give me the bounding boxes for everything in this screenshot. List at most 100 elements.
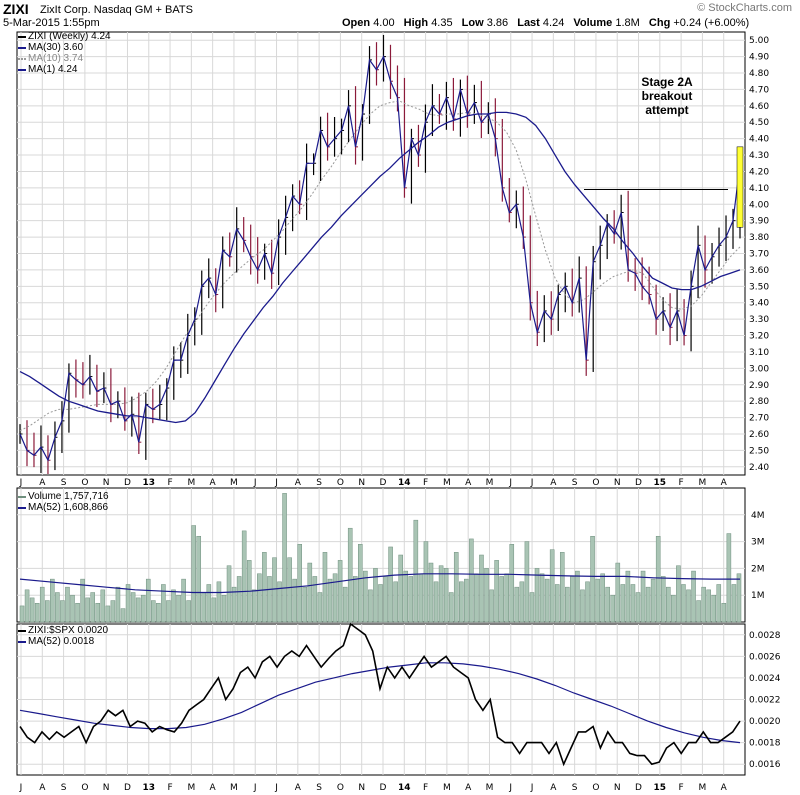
- legend-row-ratio-ma: MA(52) 0.0018: [18, 636, 108, 647]
- y-tick-label-price: 4.20: [749, 167, 769, 177]
- volume-bar: [302, 586, 308, 623]
- x-tick-label: N: [358, 783, 365, 793]
- volume-bar: [398, 554, 403, 623]
- x-tick-label: A: [465, 478, 472, 488]
- y-tick-label-ratio: 0.0024: [749, 674, 781, 684]
- stat-chg-value: +0.24 (+6.00%): [673, 17, 750, 29]
- y-tick-label-price: 4.00: [749, 200, 769, 210]
- y-tick-label-ratio: 0.0026: [749, 652, 781, 662]
- watermark: © StockCharts.com: [697, 2, 792, 14]
- volume-swatch-icon: [18, 495, 26, 498]
- y-tick-label-volume: 4M: [751, 511, 765, 521]
- legend-row-ma10: MA(10) 3.74: [18, 53, 111, 64]
- volume-bar: [196, 535, 202, 623]
- ma1-line: [19, 55, 741, 462]
- volume-bar: [630, 584, 636, 623]
- x-tick-label: 14: [398, 783, 411, 793]
- volume-bar: [635, 592, 641, 623]
- volume-bar: [524, 541, 530, 623]
- x-tick-label: F: [679, 478, 684, 488]
- volume-bar: [140, 594, 146, 623]
- breakout-annotation: Stage 2A breakout attempt: [612, 75, 722, 117]
- y-tick-label-ratio: 0.0018: [749, 739, 781, 749]
- volume-bar: [262, 552, 267, 623]
- x-tick-label: F: [423, 478, 428, 488]
- x-tick-label: S: [316, 783, 322, 793]
- marks-layer: [19, 34, 744, 767]
- x-tick-label: 15: [654, 478, 667, 488]
- volume-bar: [322, 552, 328, 623]
- y-tick-label-ratio: 0.0020: [749, 717, 781, 727]
- x-tick-label: J: [508, 478, 512, 488]
- x-tick-label: O: [81, 783, 88, 793]
- volume-bar: [514, 586, 520, 623]
- volume-bar: [297, 544, 302, 623]
- x-tick-label: S: [316, 478, 322, 488]
- x-tick-label: S: [61, 783, 67, 793]
- volume-bar: [383, 576, 388, 623]
- y-tick-label-ratio: 0.0022: [749, 696, 781, 706]
- x-tick-label: N: [614, 478, 621, 488]
- x-tick-label: O: [81, 478, 88, 488]
- y-tick-label-price: 2.60: [749, 430, 769, 440]
- x-tick-label: S: [61, 478, 67, 488]
- y-tick-label-price: 4.50: [749, 118, 769, 128]
- x-tick-label: 13: [142, 478, 155, 488]
- y-tick-label-price: 3.30: [749, 315, 769, 325]
- ratio-ma-line: [19, 662, 741, 744]
- volume-bar: [666, 586, 671, 623]
- volume-bar: [19, 605, 25, 623]
- volume-bar: [610, 594, 616, 623]
- volume-bar: [585, 581, 590, 623]
- volume-bar: [85, 597, 90, 623]
- volume-bar: [448, 592, 454, 623]
- volume-bar: [252, 589, 257, 623]
- volume-bar: [499, 576, 504, 623]
- volume-bar: [151, 600, 156, 623]
- volume-bar: [282, 493, 287, 623]
- y-tick-label-price: 2.90: [749, 381, 769, 391]
- x-tick-label: M: [443, 478, 451, 488]
- x-tick-label: M: [699, 783, 707, 793]
- x-tick-label: M: [486, 783, 494, 793]
- volume-bar: [161, 584, 166, 623]
- x-tick-label: D: [124, 478, 131, 488]
- chart-date: 5-Mar-2015 1:55pm: [3, 17, 100, 29]
- x-tick-label: J: [274, 783, 278, 793]
- breakout-highlight: [736, 146, 744, 228]
- volume-bar: [453, 552, 459, 623]
- ma10-line: [19, 100, 741, 432]
- x-tick-label: M: [443, 783, 451, 793]
- y-tick-label-price: 3.70: [749, 250, 769, 260]
- x-tick-label: J: [253, 478, 257, 488]
- volume-bar: [176, 594, 181, 623]
- volume-bar: [428, 562, 434, 623]
- x-tick-label: F: [167, 478, 172, 488]
- ratio-swatch-icon: [18, 629, 26, 632]
- volume-bar: [166, 600, 171, 623]
- volume-bar: [580, 589, 585, 623]
- volume-bar: [312, 576, 318, 623]
- legend-row-price: ZIXI (Weekly) 4.24: [18, 31, 111, 42]
- x-tick-label: A: [210, 478, 217, 488]
- x-tick-label: D: [124, 783, 131, 793]
- stat-last-label: Last: [517, 17, 540, 29]
- volume-bar: [469, 538, 474, 623]
- stat-high-value: 4.35: [431, 17, 453, 29]
- annotation-line-3: attempt: [645, 103, 689, 117]
- y-tick-label-ratio: 0.0028: [749, 631, 781, 641]
- volume-bar: [80, 578, 85, 623]
- volume-bar: [342, 586, 348, 623]
- y-tick-label-volume: 1M: [751, 591, 765, 601]
- y-tick-label-price: 3.60: [749, 266, 769, 276]
- x-tick-label: 14: [398, 478, 411, 488]
- volume-bar: [39, 586, 45, 623]
- legend-ratio-ma-label: MA(52) 0.0018: [28, 636, 95, 647]
- stat-open-value: 4.00: [373, 17, 395, 29]
- volume-bar: [337, 560, 343, 623]
- volume-bar: [277, 581, 282, 623]
- volume-bar: [95, 602, 101, 623]
- quote-stats: Open 4.00 High 4.35 Low 3.86 Last 4.24 V…: [342, 17, 755, 29]
- legend-ma10-label: MA(10) 3.74: [28, 53, 84, 64]
- x-tick-label: J: [274, 478, 278, 488]
